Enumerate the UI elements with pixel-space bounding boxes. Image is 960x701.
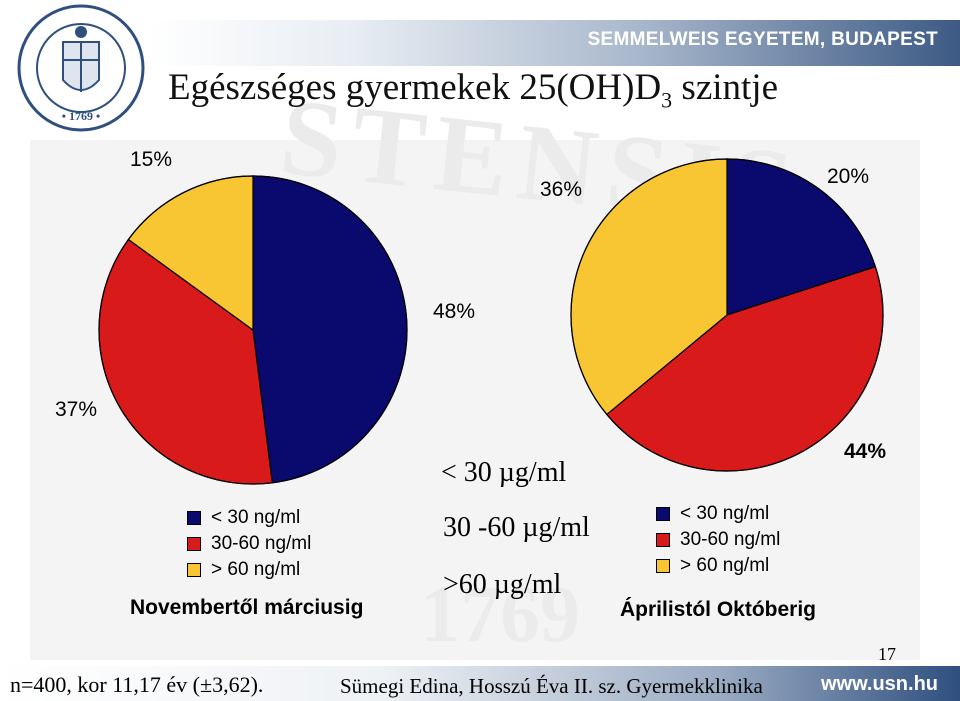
legend-item: 30-60 ng/ml	[187, 531, 311, 557]
footer-bar	[0, 666, 960, 701]
pie2-period-title: Áprilistól Októberig	[620, 598, 817, 621]
legend-swatch-red	[656, 533, 670, 547]
university-name: SEMMELWEIS EGYETEM, BUDAPEST	[587, 29, 938, 50]
pie-slice-0	[252, 175, 408, 484]
legend-item: < 30 ng/ml	[187, 505, 311, 531]
legend-label: < 30 ng/ml	[211, 507, 301, 528]
slide-title: Egészséges gyermekek 25(OH)D3 szintje	[168, 67, 779, 113]
footer-url-link[interactable]: www.usn.hu	[820, 673, 938, 695]
legend-swatch-yellow	[187, 563, 201, 577]
legend-label: > 60 ng/ml	[680, 555, 770, 576]
middle-label-gt60: >60 µg/ml	[443, 569, 562, 600]
pie1-period-title: Novembertől márciusig	[130, 596, 364, 619]
page-number: 17	[878, 644, 896, 664]
legend-item: > 60 ng/ml	[656, 553, 780, 579]
legend-label: > 60 ng/ml	[211, 559, 301, 580]
legend-swatch-navy	[656, 507, 670, 521]
legend-item: < 30 ng/ml	[656, 501, 780, 527]
pie1-label-gt60: 15%	[130, 148, 173, 171]
university-seal-logo: • 1769 •	[17, 4, 145, 132]
middle-label-lt30: < 30 µg/ml	[441, 457, 567, 488]
footer-authors: Sümegi Edina, Hosszú Éva II. sz. Gyermek…	[340, 674, 763, 698]
middle-label-30-60: 30 -60 µg/ml	[443, 512, 590, 543]
pie1-legend: < 30 ng/ml 30-60 ng/ml > 60 ng/ml	[187, 505, 311, 583]
legend-label: 30-60 ng/ml	[211, 533, 312, 554]
legend-swatch-red	[187, 537, 201, 551]
pie-outline	[98, 175, 408, 485]
legend-swatch-yellow	[656, 559, 670, 573]
legend-item: 30-60 ng/ml	[656, 527, 780, 553]
pie2-label-gt60: 36%	[540, 178, 583, 201]
footer-sample-info: n=400, kor 11,17 év (±3,62).	[10, 672, 264, 697]
svg-text:• 1769 •: • 1769 •	[62, 109, 100, 123]
header-banner	[150, 20, 960, 66]
pie-chart-novembertol-marciusig	[98, 175, 408, 485]
legend-swatch-navy	[187, 511, 201, 525]
legend-label: 30-60 ng/ml	[680, 529, 781, 550]
pie2-label-lt30: 20%	[827, 165, 870, 188]
pie1-label-lt30: 48%	[433, 300, 476, 323]
pie-outline	[570, 158, 884, 472]
pie-chart-aprilistol-oktoberig	[570, 158, 884, 472]
legend-label: < 30 ng/ml	[680, 503, 770, 524]
pie1-label-30-60: 37%	[55, 398, 98, 421]
watermark-year: 1769	[420, 571, 580, 659]
legend-item: > 60 ng/ml	[187, 557, 311, 583]
pie2-legend: < 30 ng/ml 30-60 ng/ml > 60 ng/ml	[656, 501, 780, 579]
pie2-label-30-60: 44%	[844, 440, 887, 463]
